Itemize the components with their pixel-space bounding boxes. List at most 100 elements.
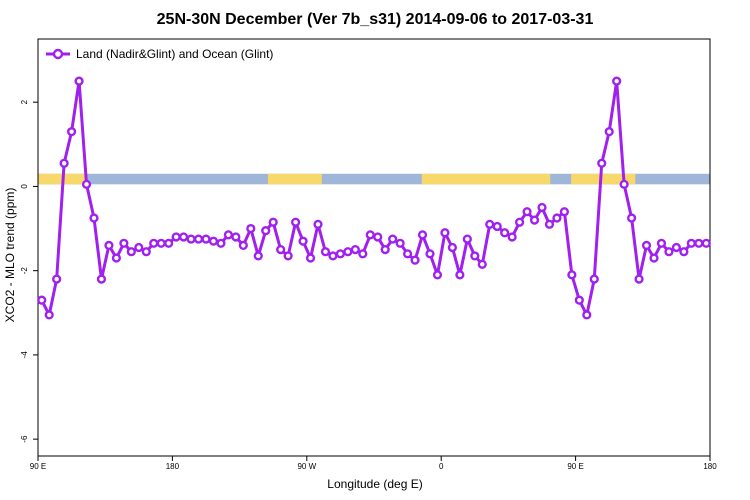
data-point <box>559 207 570 217</box>
legend: Land (Nadir&Glint) and Ocean (Glint) <box>46 47 273 61</box>
data-point <box>350 245 360 255</box>
data-point <box>104 240 114 250</box>
data-point <box>477 259 487 269</box>
data-point <box>462 234 472 244</box>
data-point <box>335 249 346 259</box>
data-point <box>604 127 614 137</box>
data-point <box>507 232 517 242</box>
data-point <box>208 236 219 246</box>
x-tick-label: 90 W <box>297 462 316 471</box>
data-point <box>395 238 405 248</box>
data-point <box>231 232 241 242</box>
data-point <box>89 213 99 223</box>
data-point <box>126 247 136 257</box>
data-point <box>201 234 211 244</box>
data-point <box>328 251 338 261</box>
legend-label: Land (Nadir&Glint) and Ocean (Glint) <box>76 47 273 61</box>
land-segment <box>421 173 551 185</box>
data-point <box>253 251 263 261</box>
data-point <box>410 255 420 265</box>
series-layer <box>37 76 711 320</box>
data-point <box>246 223 256 234</box>
data-point <box>343 247 353 257</box>
y-tick-label: 0 <box>20 184 29 189</box>
data-point <box>186 234 196 244</box>
chart-title: 25N-30N December (Ver 7b_s31) 2014-09-06… <box>157 11 594 28</box>
data-point <box>156 238 166 248</box>
data-point <box>701 238 711 248</box>
data-point <box>276 245 286 255</box>
data-point <box>223 230 234 240</box>
data-point <box>447 242 458 253</box>
data-point <box>417 230 428 240</box>
x-axis-label: Longitude (deg E) <box>327 477 422 491</box>
data-point <box>589 274 599 284</box>
data-point <box>313 219 323 229</box>
x-tick-label: 0 <box>439 462 444 471</box>
data-point <box>179 232 189 242</box>
data-point <box>425 249 435 259</box>
data-point <box>679 247 689 257</box>
data-point <box>686 238 696 248</box>
data-point <box>403 249 413 259</box>
data-point <box>37 295 47 305</box>
data-point <box>134 242 144 253</box>
data-point <box>514 217 525 227</box>
data-point <box>283 251 293 261</box>
ocean-band <box>38 173 710 185</box>
data-point <box>261 226 271 236</box>
data-point <box>66 127 77 137</box>
y-tick-label: -2 <box>20 267 29 275</box>
data-point <box>111 253 122 263</box>
data-point <box>455 270 465 280</box>
x-tick-label: 180 <box>166 462 180 471</box>
data-point <box>380 245 390 255</box>
data-point <box>238 240 248 250</box>
data-point <box>522 207 532 217</box>
data-point <box>582 310 592 320</box>
data-point <box>612 76 622 86</box>
x-tick-label: 90 E <box>567 462 583 471</box>
land-segment <box>267 173 322 185</box>
y-tick-label: -6 <box>20 435 29 443</box>
land-ocean-strip <box>38 173 710 185</box>
data-point <box>574 295 584 305</box>
data-point <box>291 217 301 227</box>
data-point <box>373 232 383 242</box>
data-point <box>171 232 181 242</box>
data-point <box>470 251 480 261</box>
data-point <box>440 228 450 238</box>
x-axis: 90 E 180 90 W 0 90 E 180 <box>30 456 717 471</box>
data-point <box>52 274 62 284</box>
data-point <box>552 213 562 223</box>
data-point <box>664 247 674 257</box>
data-point <box>634 274 644 284</box>
data-point <box>149 238 159 248</box>
data-point <box>485 219 495 229</box>
data-point <box>537 202 547 213</box>
data-point <box>492 221 502 232</box>
data-point <box>193 234 204 244</box>
legend-marker-swatch <box>52 48 64 60</box>
data-point <box>432 270 443 280</box>
data-point <box>96 274 107 284</box>
land-segment <box>571 173 636 185</box>
data-point <box>529 215 540 225</box>
data-point <box>656 238 667 248</box>
data-point <box>671 242 682 253</box>
data-point <box>544 219 555 229</box>
data-point <box>141 247 151 257</box>
data-point <box>81 179 92 189</box>
data-point <box>597 158 607 168</box>
data-point <box>305 253 316 263</box>
series-line <box>40 79 707 317</box>
y-tick-label: 2 <box>20 99 29 104</box>
data-point <box>388 234 398 244</box>
data-point <box>59 158 69 168</box>
y-axis: 2 0 -2 -4 -6 <box>20 99 38 443</box>
data-point <box>358 249 368 259</box>
data-point <box>44 310 54 320</box>
data-point <box>626 213 637 223</box>
x-tick-label: 90 E <box>30 462 46 471</box>
